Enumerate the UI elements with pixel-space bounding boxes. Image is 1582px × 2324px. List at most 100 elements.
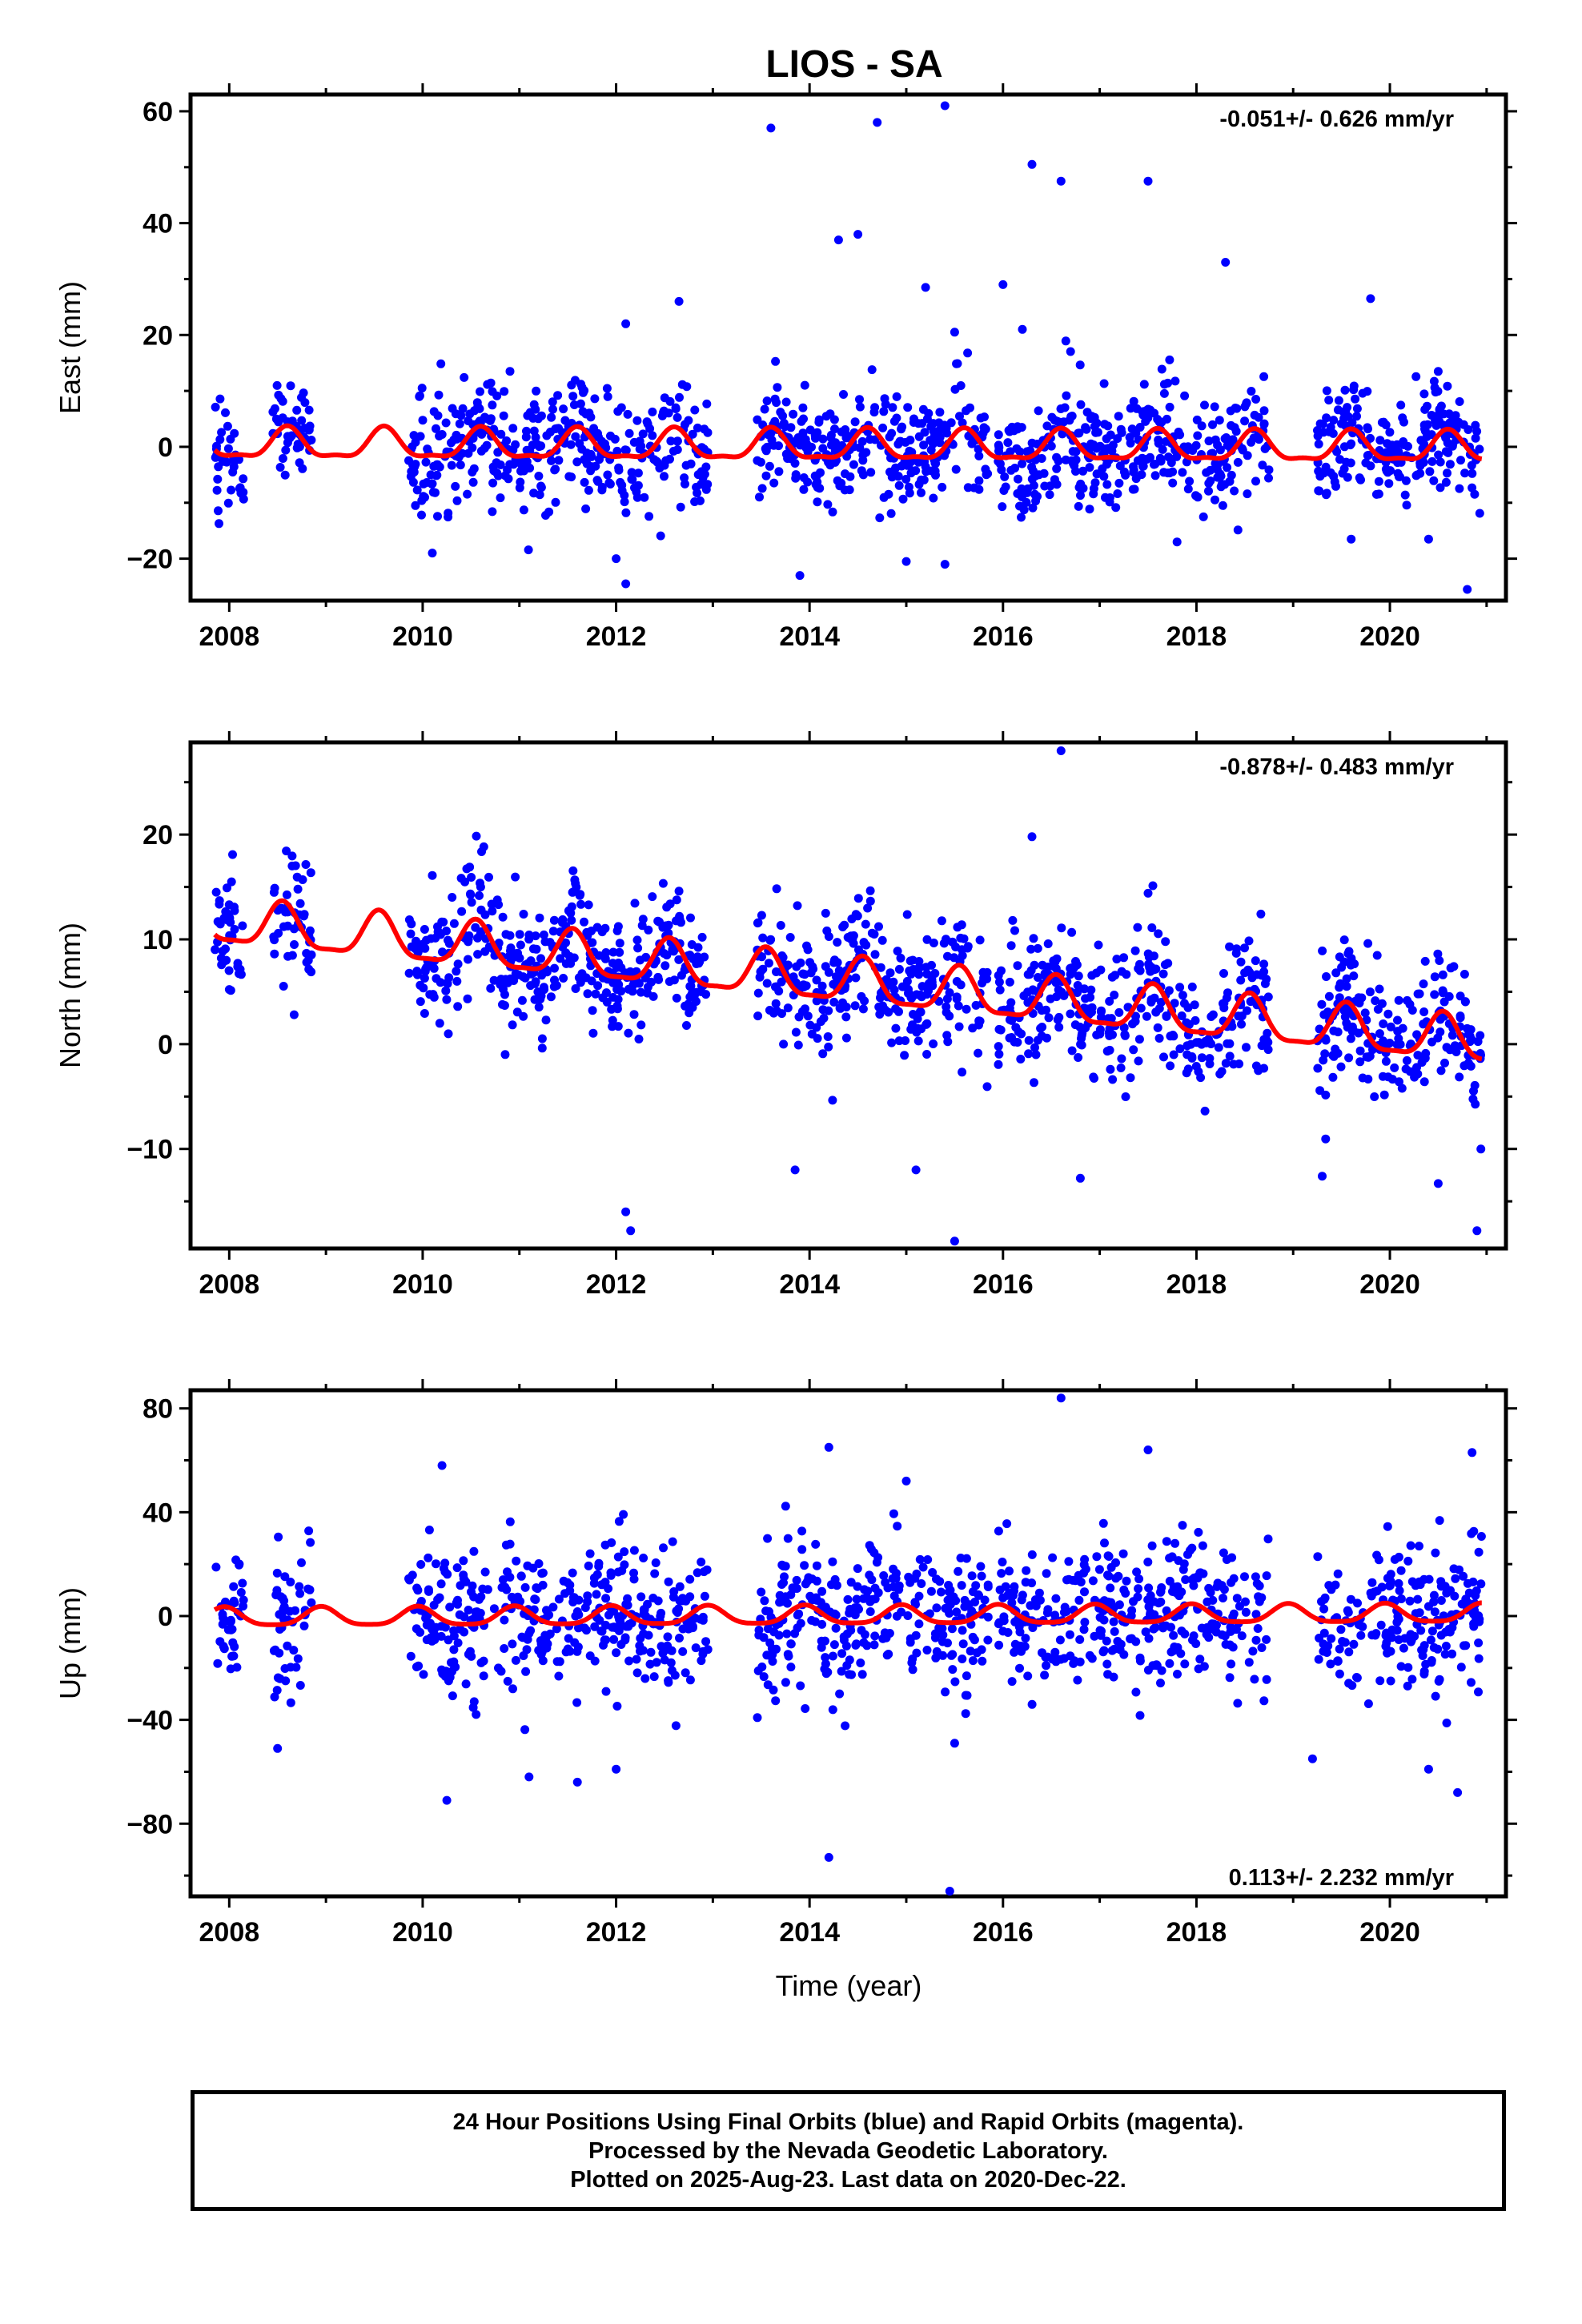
north-data-point [994,1042,1003,1051]
east-data-point [1366,461,1375,471]
east-data-point [1351,394,1360,404]
north-data-point [1110,991,1119,999]
up-data-point [783,1534,793,1543]
east-data-point [1215,445,1225,455]
north-data-point [1313,1063,1323,1073]
up-x-tick-label: 2014 [779,1917,840,1948]
up-data-point [1022,1566,1031,1575]
up-data-point [590,1622,600,1631]
up-data-point [837,1649,847,1659]
up-data-point [960,1595,970,1605]
north-data-point [948,937,958,947]
north-data-point [1191,1015,1200,1025]
east-data-point [1264,465,1274,475]
north-data-point [1029,934,1038,943]
up-outlier-point [950,1739,959,1748]
north-y-tick-label: −10 [126,1135,173,1165]
east-data-point [613,407,623,416]
north-data-point [1092,1030,1102,1039]
north-data-point [863,903,873,913]
east-data-point [798,403,808,412]
up-data-point [937,1587,946,1597]
north-data-point [465,862,475,872]
east-data-point [605,480,615,489]
north-data-point [1092,968,1101,978]
up-data-point [286,1698,295,1707]
east-data-point [1052,452,1062,462]
up-data-point [980,1595,990,1605]
north-data-point [758,933,768,943]
east-data-point [1341,406,1351,416]
up-data-point [295,1681,305,1690]
up-data-point [609,1634,619,1644]
up-data-point [540,1630,550,1640]
east-data-point [560,416,570,425]
north-outlier-point [1433,1179,1443,1188]
north-outlier-point [1056,746,1066,755]
north-data-point [1242,1043,1251,1052]
east-data-point [1093,428,1102,437]
up-data-point [523,1561,532,1570]
east-data-point [1233,457,1243,467]
east-data-point [1363,450,1373,460]
up-data-point [291,1606,299,1615]
up-data-point [613,1552,623,1562]
east-data-point [813,428,822,437]
up-data-point [590,1656,600,1666]
north-data-point [905,956,915,966]
up-data-point [228,1638,238,1647]
north-data-point [530,979,540,988]
east-data-point [1213,472,1223,482]
up-data-point [823,1667,833,1677]
north-data-point [1436,1066,1446,1076]
east-data-point [974,476,984,485]
up-data-point [1395,1586,1404,1595]
east-data-point [919,475,929,485]
east-data-point [917,488,926,497]
north-data-point [765,1006,774,1015]
up-data-point [467,1651,476,1661]
east-outlier-point [428,549,437,558]
east-data-point [564,472,574,481]
east-data-point [693,423,702,432]
up-data-point [1217,1581,1227,1590]
north-outlier-point [950,1236,959,1246]
up-data-point [612,1648,621,1658]
east-data-point [1464,425,1473,434]
east-data-point [1374,476,1383,486]
east-data-point [534,440,544,450]
east-data-point [885,432,894,442]
east-data-point [554,456,564,465]
north-data-point [870,950,880,959]
east-data-point [475,404,484,413]
north-data-point [548,927,558,936]
east-data-point [568,392,578,401]
up-data-point [941,1603,950,1613]
up-data-point [1042,1661,1051,1671]
east-data-point [813,497,822,507]
north-data-point [1029,986,1038,995]
up-data-point [304,1526,314,1536]
east-data-point [858,470,868,480]
north-data-point [486,983,496,993]
east-data-point [1042,421,1052,431]
up-data-point [1110,1626,1119,1636]
east-outlier-point [621,579,631,589]
east-data-point [765,461,774,471]
up-data-point [794,1609,804,1618]
panel-east-points [211,101,1484,594]
north-data-point [753,918,763,927]
up-data-point [1241,1597,1250,1606]
up-data-point [1424,1574,1434,1584]
north-data-point [216,954,226,963]
north-data-point [301,860,311,869]
north-data-point [1419,1007,1429,1016]
east-data-point [214,506,223,516]
north-data-point [1237,1019,1246,1029]
north-data-point [1397,1084,1407,1093]
north-data-point [636,955,644,965]
east-data-point [633,468,643,478]
north-data-point [877,935,887,945]
up-data-point [656,1608,666,1618]
up-y-tick-label: 80 [143,1394,173,1425]
